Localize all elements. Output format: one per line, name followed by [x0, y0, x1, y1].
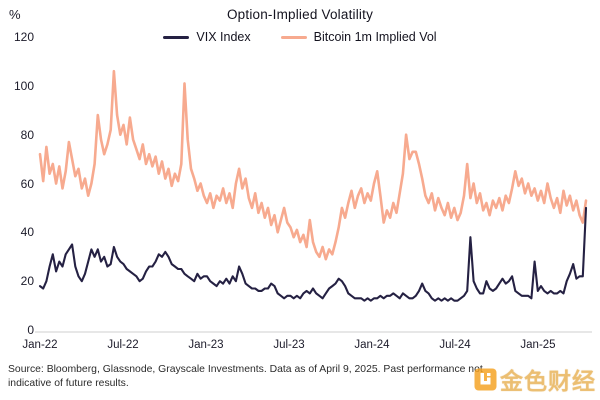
y-tick-60: 60 — [20, 176, 34, 191]
y-tick-0: 0 — [27, 323, 34, 337]
vix-line-swatch — [163, 35, 190, 39]
x-tick-Jul-22: Jul-22 — [107, 339, 139, 351]
jinse-logo-icon — [474, 368, 497, 390]
x-tick-Jan-25: Jan-25 — [520, 339, 556, 351]
y-tick-20: 20 — [20, 274, 34, 289]
legend: VIX Index Bitcoin 1m Implied Vol — [0, 30, 600, 44]
x-tick-Jul-24: Jul-24 — [439, 339, 471, 351]
x-tick-Jan-24: Jan-24 — [354, 339, 390, 351]
x-tick-Jul-23: Jul-23 — [273, 339, 305, 351]
y-tick-120: 120 — [13, 30, 34, 44]
legend-label-vix: VIX Index — [196, 30, 251, 44]
x-tick-Jan-22: Jan-22 — [22, 339, 58, 351]
bitcoin-iv-line — [38, 69, 588, 261]
y-tick-40: 40 — [20, 225, 34, 240]
y-tick-100: 100 — [13, 78, 34, 93]
vix-line — [38, 206, 588, 302]
source-note: Source: Bloomberg, Glassnode, Grayscale … — [8, 364, 483, 390]
y-tick-80: 80 — [20, 127, 34, 142]
x-tick-Jan-23: Jan-23 — [188, 339, 224, 351]
watermark-text: 金色财经 — [500, 368, 596, 394]
chart-title: Option-Implied Volatility — [226, 7, 374, 22]
legend-item-vix: VIX Index — [163, 30, 251, 44]
watermark-jinse-finance: 金色财经 — [474, 362, 596, 396]
bitcoin-iv-line-swatch — [280, 35, 307, 39]
legend-label-bitcoin-iv: Bitcoin 1m Implied Vol — [313, 30, 437, 44]
y-axis-unit-label: % — [9, 7, 21, 22]
legend-item-bitcoin-iv: Bitcoin 1m Implied Vol — [280, 30, 437, 44]
